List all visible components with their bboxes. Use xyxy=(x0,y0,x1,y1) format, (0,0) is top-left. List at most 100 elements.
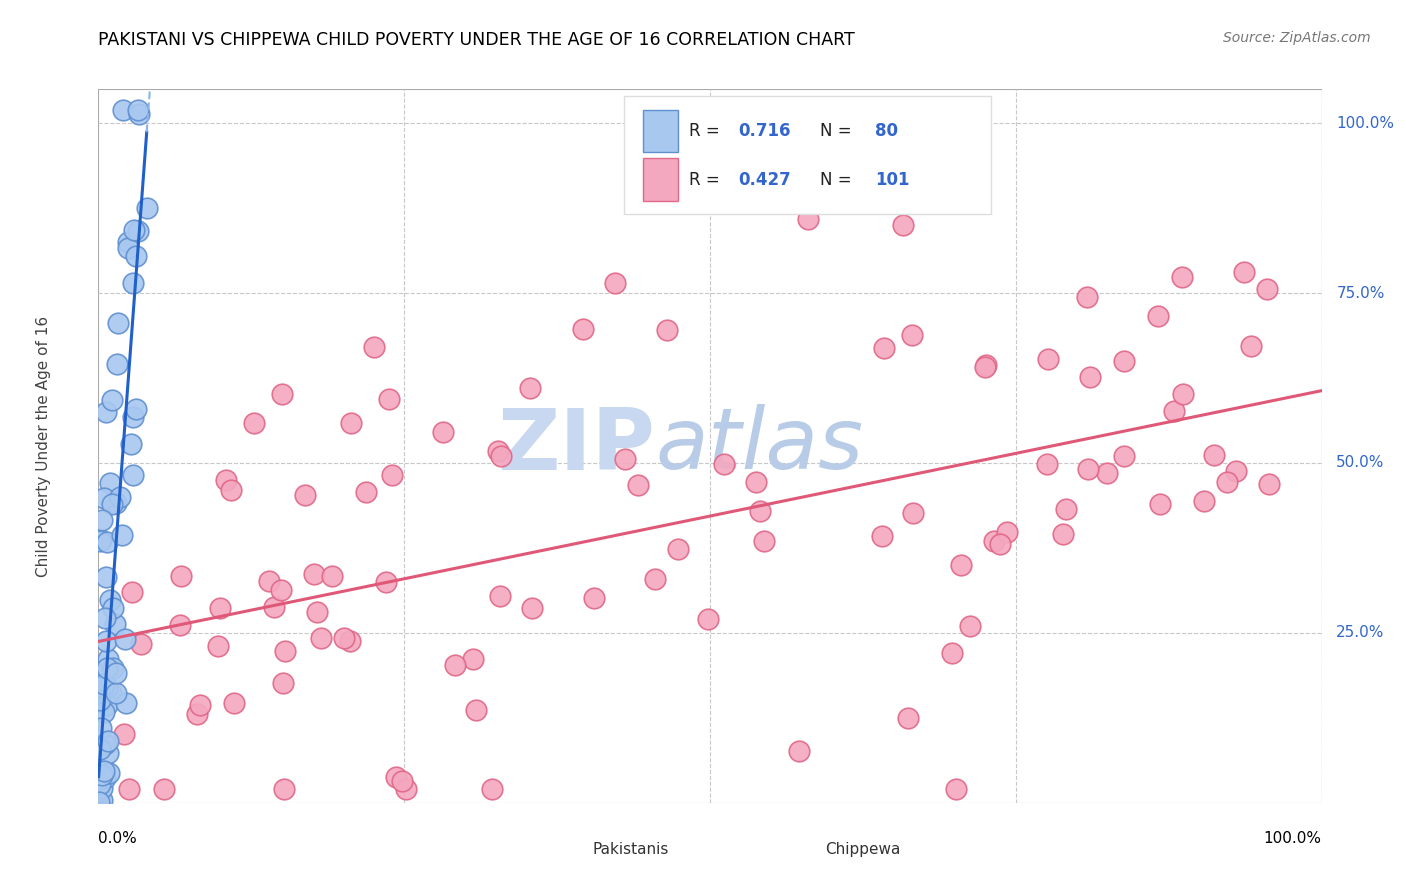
Point xyxy=(110,490,132,504)
Point xyxy=(87,830,110,844)
Point xyxy=(374,574,396,589)
Point xyxy=(117,235,139,250)
Point xyxy=(900,328,922,343)
Point xyxy=(104,666,127,681)
Point xyxy=(87,772,110,786)
Point xyxy=(1054,501,1077,516)
Point xyxy=(519,381,541,395)
Point xyxy=(1147,309,1170,323)
Point xyxy=(1202,448,1225,462)
Point xyxy=(655,323,678,337)
Point xyxy=(572,321,595,335)
Text: N =: N = xyxy=(820,170,858,188)
Point xyxy=(872,529,894,543)
Point xyxy=(114,632,136,646)
Point xyxy=(486,444,509,458)
Point xyxy=(91,681,114,696)
Point xyxy=(221,483,243,497)
Point xyxy=(94,570,117,584)
Point xyxy=(96,698,118,712)
Point xyxy=(1171,269,1194,284)
Point xyxy=(1078,369,1101,384)
Point xyxy=(796,212,818,227)
Text: Pakistanis: Pakistanis xyxy=(592,842,669,856)
Point xyxy=(87,795,110,809)
Point xyxy=(107,357,129,371)
Point xyxy=(270,583,292,598)
Point xyxy=(89,830,111,844)
Point xyxy=(333,632,356,646)
Point xyxy=(354,485,377,500)
Point xyxy=(893,218,915,232)
Text: 25.0%: 25.0% xyxy=(1336,625,1385,640)
Point xyxy=(112,727,135,741)
Point xyxy=(583,591,606,605)
Point xyxy=(125,249,148,263)
Point xyxy=(257,574,280,588)
Point xyxy=(93,764,115,779)
Point xyxy=(188,698,211,712)
Point xyxy=(120,436,142,450)
Point xyxy=(90,793,112,807)
Point xyxy=(443,658,465,673)
Point xyxy=(990,537,1012,551)
Point xyxy=(91,830,114,844)
Text: ZIP: ZIP xyxy=(498,404,655,488)
Point xyxy=(983,533,1005,548)
Point xyxy=(90,721,112,735)
Point xyxy=(89,830,111,844)
Point xyxy=(118,782,141,797)
Point xyxy=(974,358,997,372)
Point xyxy=(96,535,118,549)
Point xyxy=(1114,449,1136,463)
Text: 101: 101 xyxy=(875,170,910,188)
Point xyxy=(243,416,266,430)
Point xyxy=(87,830,110,844)
Point xyxy=(1077,462,1099,476)
Point xyxy=(1171,387,1194,401)
Point xyxy=(973,359,995,374)
Point xyxy=(97,651,120,665)
Point xyxy=(97,746,120,760)
Point xyxy=(461,651,484,665)
Text: R =: R = xyxy=(689,170,725,188)
Point xyxy=(93,677,115,691)
Point xyxy=(749,504,772,518)
Point xyxy=(666,541,689,556)
Point xyxy=(1240,339,1263,353)
Point xyxy=(90,533,112,547)
Point xyxy=(93,491,115,505)
Point xyxy=(752,533,775,548)
Text: 50.0%: 50.0% xyxy=(1336,456,1385,470)
Point xyxy=(135,201,157,215)
Point xyxy=(87,666,110,681)
Text: Chippewa: Chippewa xyxy=(825,842,900,856)
Point xyxy=(395,782,418,797)
Point xyxy=(897,711,920,725)
FancyBboxPatch shape xyxy=(548,833,581,865)
FancyBboxPatch shape xyxy=(643,159,678,201)
Point xyxy=(745,475,768,489)
Point xyxy=(107,316,129,330)
Point xyxy=(89,533,111,548)
Point xyxy=(101,392,124,407)
Point xyxy=(125,402,148,417)
Point xyxy=(271,676,294,690)
Point xyxy=(305,605,328,619)
Point xyxy=(90,805,112,820)
Point xyxy=(214,473,236,487)
Point xyxy=(186,707,208,722)
Point xyxy=(489,449,512,463)
Point xyxy=(945,782,967,797)
Point xyxy=(481,782,503,797)
Text: N =: N = xyxy=(820,122,858,140)
Text: 75.0%: 75.0% xyxy=(1336,285,1385,301)
Point xyxy=(1256,282,1278,296)
Point xyxy=(121,585,143,599)
Text: Source: ZipAtlas.com: Source: ZipAtlas.com xyxy=(1223,31,1371,45)
Text: 0.716: 0.716 xyxy=(738,122,790,140)
Point xyxy=(104,686,127,700)
Point xyxy=(90,780,112,795)
Point xyxy=(432,425,454,440)
Point xyxy=(391,774,413,789)
